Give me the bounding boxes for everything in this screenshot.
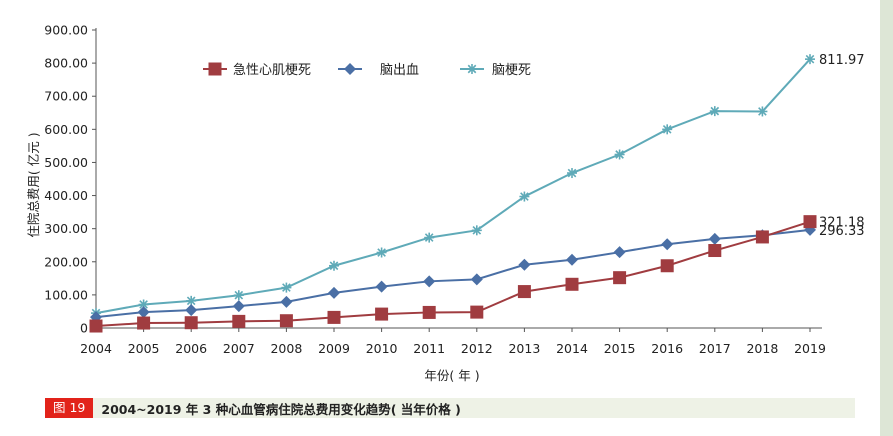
figure-number-badge: 图 19	[45, 398, 94, 418]
line-chart: 0 100.00 200.00 300.00 400.00 500.00 600.00 700…	[26, 23, 865, 384]
data-point	[327, 310, 341, 324]
x-tick-label: 2012	[461, 341, 493, 356]
data-point	[566, 253, 578, 266]
data-point	[232, 300, 245, 313]
page-edge-bar	[880, 0, 893, 436]
data-point	[660, 259, 674, 273]
legend-label: 脑出血	[380, 63, 419, 78]
y-tick-label: 600.00	[44, 122, 88, 137]
x-tick-label: 2014	[556, 341, 588, 356]
data-point	[232, 314, 246, 328]
data-point	[757, 106, 768, 117]
x-tick-label: 2015	[604, 341, 636, 356]
data-point	[803, 215, 817, 229]
x-tick-label: 2017	[699, 341, 731, 356]
y-tick-label: 500.00	[44, 155, 88, 170]
data-point	[422, 305, 436, 319]
y-tick-label: 200.00	[44, 254, 88, 269]
series-line	[95, 58, 811, 315]
data-point	[613, 271, 627, 285]
data-point	[614, 149, 625, 160]
y-tick-label: 700.00	[44, 89, 88, 104]
y-tick-label: 0	[80, 321, 88, 336]
chart-ticks: 0 100.00 200.00 300.00 400.00 500.00 600.00 700…	[44, 23, 826, 357]
data-point	[471, 225, 482, 236]
series-end-label: 321.18	[819, 216, 865, 231]
data-point	[89, 319, 103, 333]
series-line	[95, 220, 811, 328]
x-axis-title: 年份( 年 )	[424, 368, 479, 383]
x-tick-label: 2013	[508, 341, 540, 356]
legend-label: 急性心肌梗死	[233, 63, 311, 78]
data-point	[755, 230, 769, 244]
figure-caption: 图 19 2004~2019 年 3 种心血管病住院总费用变化趋势( 当年价格 …	[45, 398, 855, 418]
legend-marker	[344, 63, 356, 75]
chart-axes	[95, 28, 822, 329]
data-point	[567, 168, 577, 179]
x-tick-label: 2006	[175, 341, 207, 356]
data-point	[137, 316, 151, 330]
x-tick-label: 2008	[270, 341, 302, 356]
data-point	[329, 260, 339, 271]
series-line	[95, 228, 811, 319]
x-tick-label: 2005	[128, 341, 160, 356]
series-end-label: 296.33	[819, 224, 865, 239]
data-point	[519, 191, 530, 202]
y-tick-label: 100.00	[44, 287, 88, 302]
data-point	[376, 247, 387, 258]
legend-marker	[208, 62, 222, 76]
data-point	[233, 290, 244, 301]
data-point	[613, 246, 626, 259]
y-tick-label: 400.00	[44, 188, 88, 203]
legend-marker	[467, 64, 477, 74]
data-point	[708, 232, 721, 245]
data-point	[518, 258, 531, 271]
legend-item: 脑出血	[338, 63, 419, 78]
data-point	[565, 277, 579, 291]
legend-item: 脑梗死	[460, 63, 531, 78]
data-point	[281, 282, 292, 293]
data-point	[328, 286, 340, 299]
x-tick-label: 2019	[794, 341, 826, 356]
y-tick-label: 900.00	[44, 23, 88, 38]
figure-caption-text: 2004~2019 年 3 种心血管病住院总费用变化趋势( 当年价格 )	[101, 401, 461, 417]
data-point	[517, 285, 531, 299]
data-point	[280, 295, 293, 308]
data-point	[708, 244, 722, 258]
x-tick-label: 2009	[318, 341, 350, 356]
y-tick-label: 300.00	[44, 221, 88, 236]
legend-label: 脑梗死	[492, 63, 531, 78]
y-tick-label: 800.00	[44, 56, 88, 71]
x-tick-label: 2004	[80, 341, 112, 356]
x-tick-label: 2011	[413, 341, 445, 356]
data-point	[662, 124, 673, 135]
x-tick-label: 2018	[746, 341, 778, 356]
data-point	[375, 307, 389, 321]
data-point	[805, 54, 815, 65]
data-point	[470, 273, 483, 286]
data-point	[709, 106, 720, 117]
legend-item: 急性心肌梗死	[203, 62, 311, 78]
series-end-label: 811.97	[819, 53, 865, 68]
data-point	[423, 275, 436, 288]
x-tick-label: 2010	[366, 341, 398, 356]
data-point	[661, 238, 674, 251]
data-point	[137, 306, 150, 319]
x-tick-label: 2007	[223, 341, 255, 356]
data-point	[185, 304, 198, 317]
data-point	[184, 316, 198, 330]
y-axis-title: 住院总费用( 亿元 )	[26, 132, 41, 237]
data-point	[424, 232, 435, 243]
series-0: 321.18	[89, 215, 865, 333]
chart-legend: 急性心肌梗死 脑出血 脑梗死	[203, 62, 531, 78]
x-tick-label: 2016	[651, 341, 683, 356]
data-point	[279, 314, 293, 328]
data-point	[375, 280, 388, 293]
data-point	[470, 305, 484, 319]
